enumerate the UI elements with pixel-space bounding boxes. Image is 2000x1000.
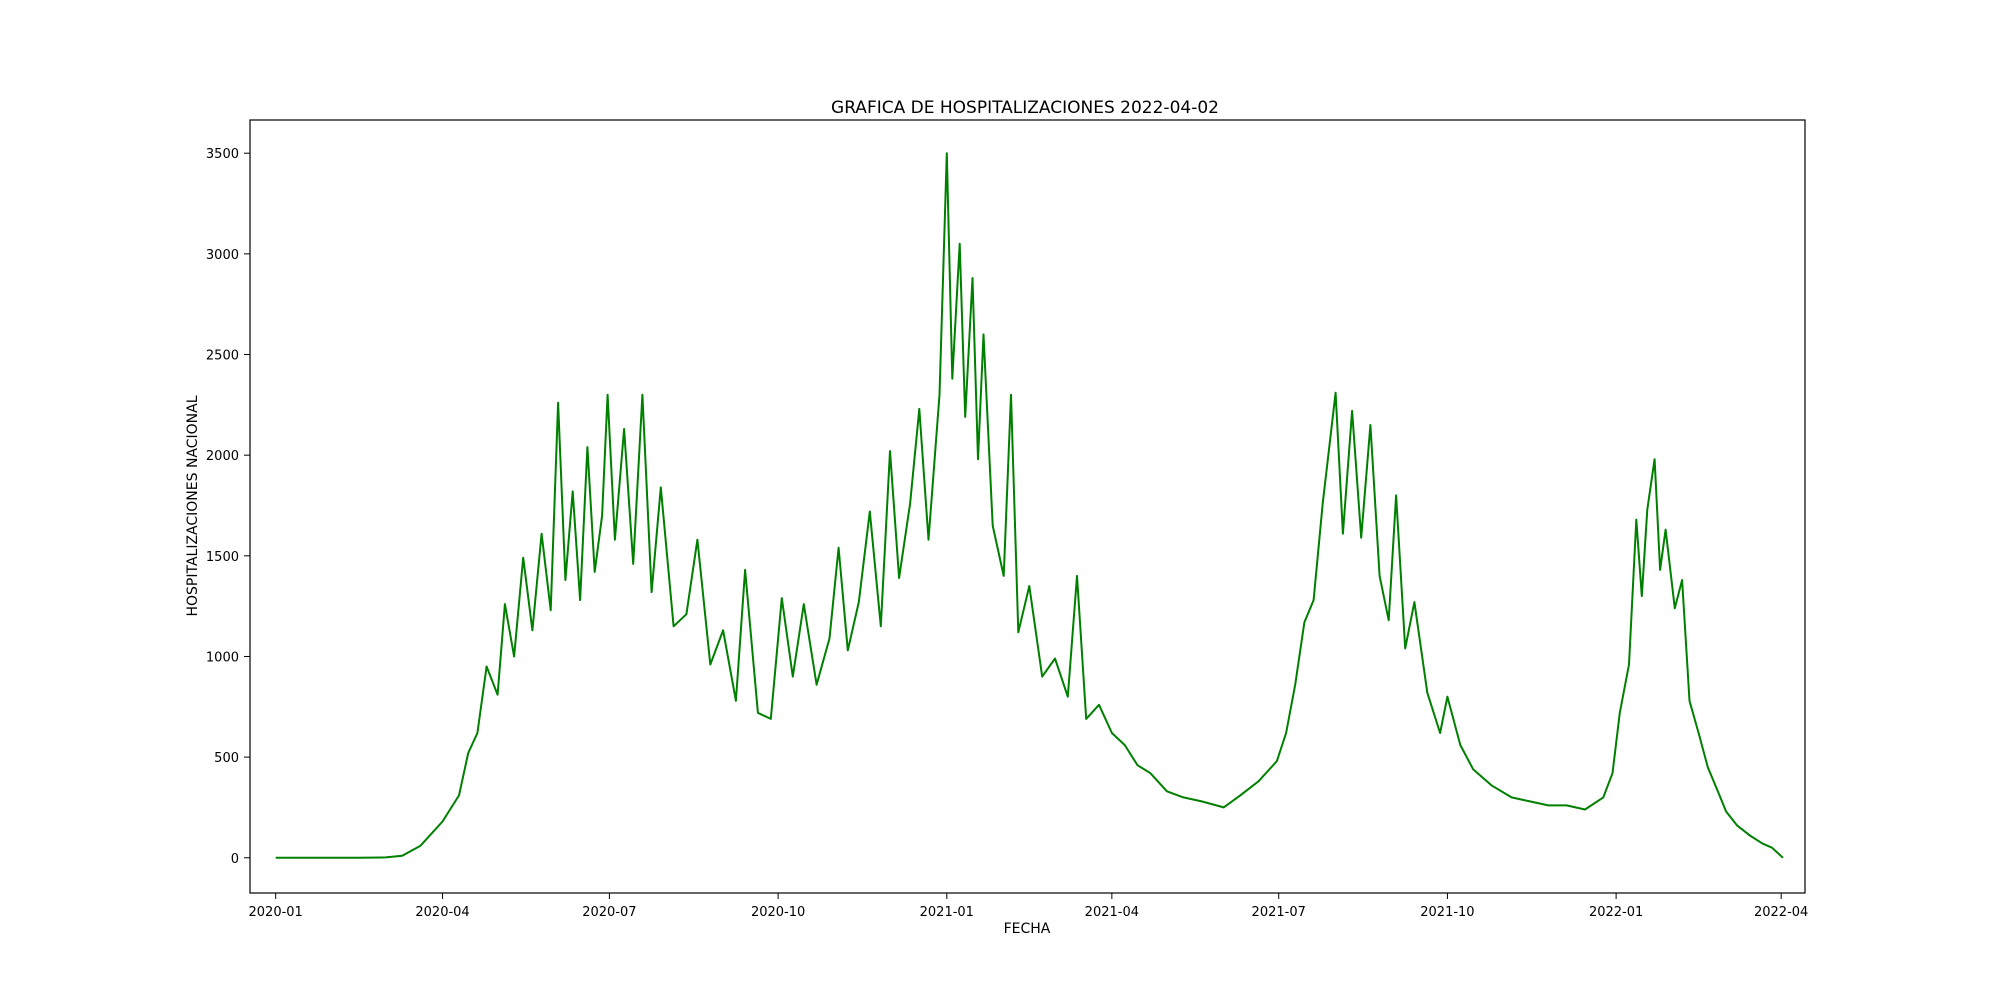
y-tick-label: 2500 bbox=[206, 349, 239, 364]
x-tick-label: 2020-04 bbox=[415, 905, 469, 920]
x-axis-label: FECHA bbox=[1004, 921, 1051, 937]
x-tick-label: 2020-10 bbox=[751, 905, 805, 920]
y-axis-label: HOSPITALIZACIONES NACIONAL bbox=[185, 395, 201, 616]
x-tick-label: 2022-04 bbox=[1754, 905, 1808, 920]
x-tick-label: 2021-01 bbox=[920, 905, 974, 920]
y-axis-ticks: 0 500 1000 1500 2000 2500 3000 3500 bbox=[206, 147, 250, 867]
x-tick-label: 2021-10 bbox=[1420, 905, 1474, 920]
series-layer bbox=[275, 152, 1784, 859]
x-tick-label: 2022-01 bbox=[1589, 905, 1643, 920]
y-tick-label: 3500 bbox=[206, 147, 239, 162]
y-tick-label: 0 bbox=[231, 852, 239, 867]
series-line-hospitalizaciones bbox=[275, 152, 1784, 859]
x-tick-label: 2021-07 bbox=[1252, 905, 1306, 920]
y-tick-label: 500 bbox=[214, 751, 239, 766]
y-tick-label: 1000 bbox=[206, 650, 239, 665]
plot-area-frame bbox=[249, 119, 1806, 894]
x-tick-label: 2021-04 bbox=[1085, 905, 1139, 920]
y-tick-label: 1500 bbox=[206, 550, 239, 565]
x-axis-ticks: 2020-01 2020-04 2020-07 2020-10 2021-01 2021-… bbox=[249, 893, 1808, 920]
y-tick-label: 3000 bbox=[206, 248, 239, 263]
chart-title: GRAFICA DE HOSPITALIZACIONES 2022-04-02 bbox=[831, 98, 1219, 118]
y-tick-label: 2000 bbox=[206, 449, 239, 464]
x-tick-label: 2020-01 bbox=[249, 905, 303, 920]
x-tick-label: 2020-07 bbox=[582, 905, 636, 920]
